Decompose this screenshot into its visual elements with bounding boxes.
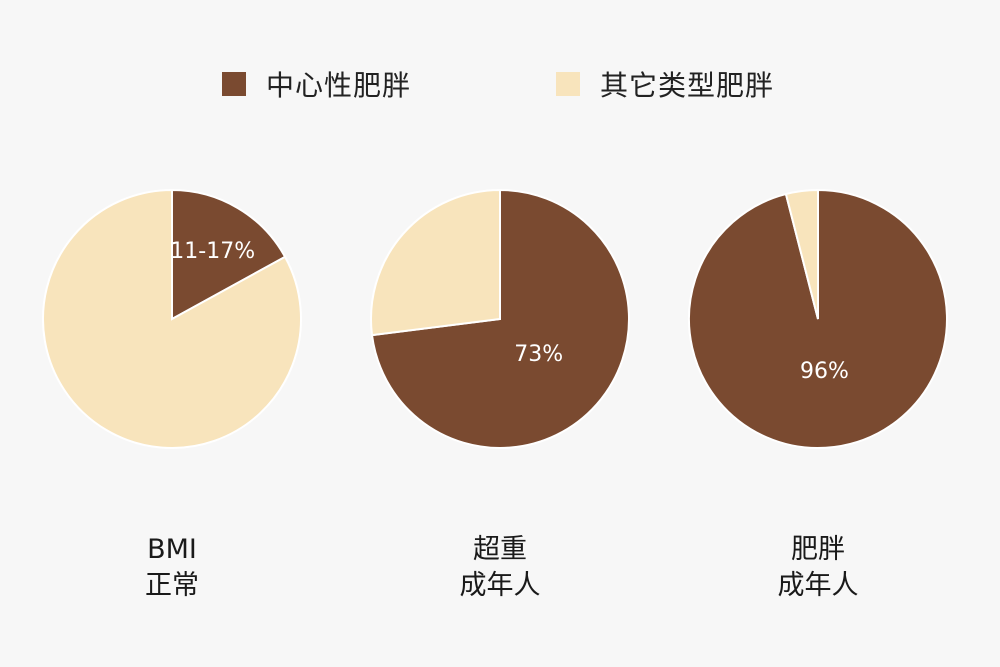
legend-item-central-obesity: 中心性肥胖 (222, 62, 411, 106)
pie-data-label: 96% (800, 359, 849, 384)
legend-label-other-obesity: 其它类型肥胖 (600, 69, 775, 102)
pie-caption-bmi-normal: BMI 正常 (52, 532, 292, 604)
pie-caption-line: BMI (147, 534, 197, 565)
legend: 中心性肥胖 其它类型肥胖 (0, 62, 1000, 106)
pie-slice (42, 188, 302, 449)
pie-slice (370, 188, 501, 337)
legend-swatch-central-obesity (222, 72, 246, 96)
legend-item-other-obesity: 其它类型肥胖 (556, 62, 774, 106)
pie-caption-obese-adults: 肥胖 成年人 (698, 532, 938, 604)
pie-caption-line: 成年人 (777, 570, 859, 601)
pie-data-label: 73% (514, 342, 563, 367)
pie-caption-line: 超重 (473, 534, 527, 565)
pie-caption-line: 正常 (145, 570, 199, 601)
legend-swatch-other-obesity (556, 72, 580, 96)
legend-label-central-obesity: 中心性肥胖 (266, 69, 412, 102)
pie-caption-line: 成年人 (459, 570, 541, 601)
pie-caption-overweight-adults: 超重 成年人 (380, 532, 620, 604)
pie-slice (171, 188, 287, 321)
pie-data-label: 11-17% (170, 239, 255, 264)
pie-caption-line: 肥胖 (791, 534, 845, 565)
pie-slice (784, 188, 819, 320)
